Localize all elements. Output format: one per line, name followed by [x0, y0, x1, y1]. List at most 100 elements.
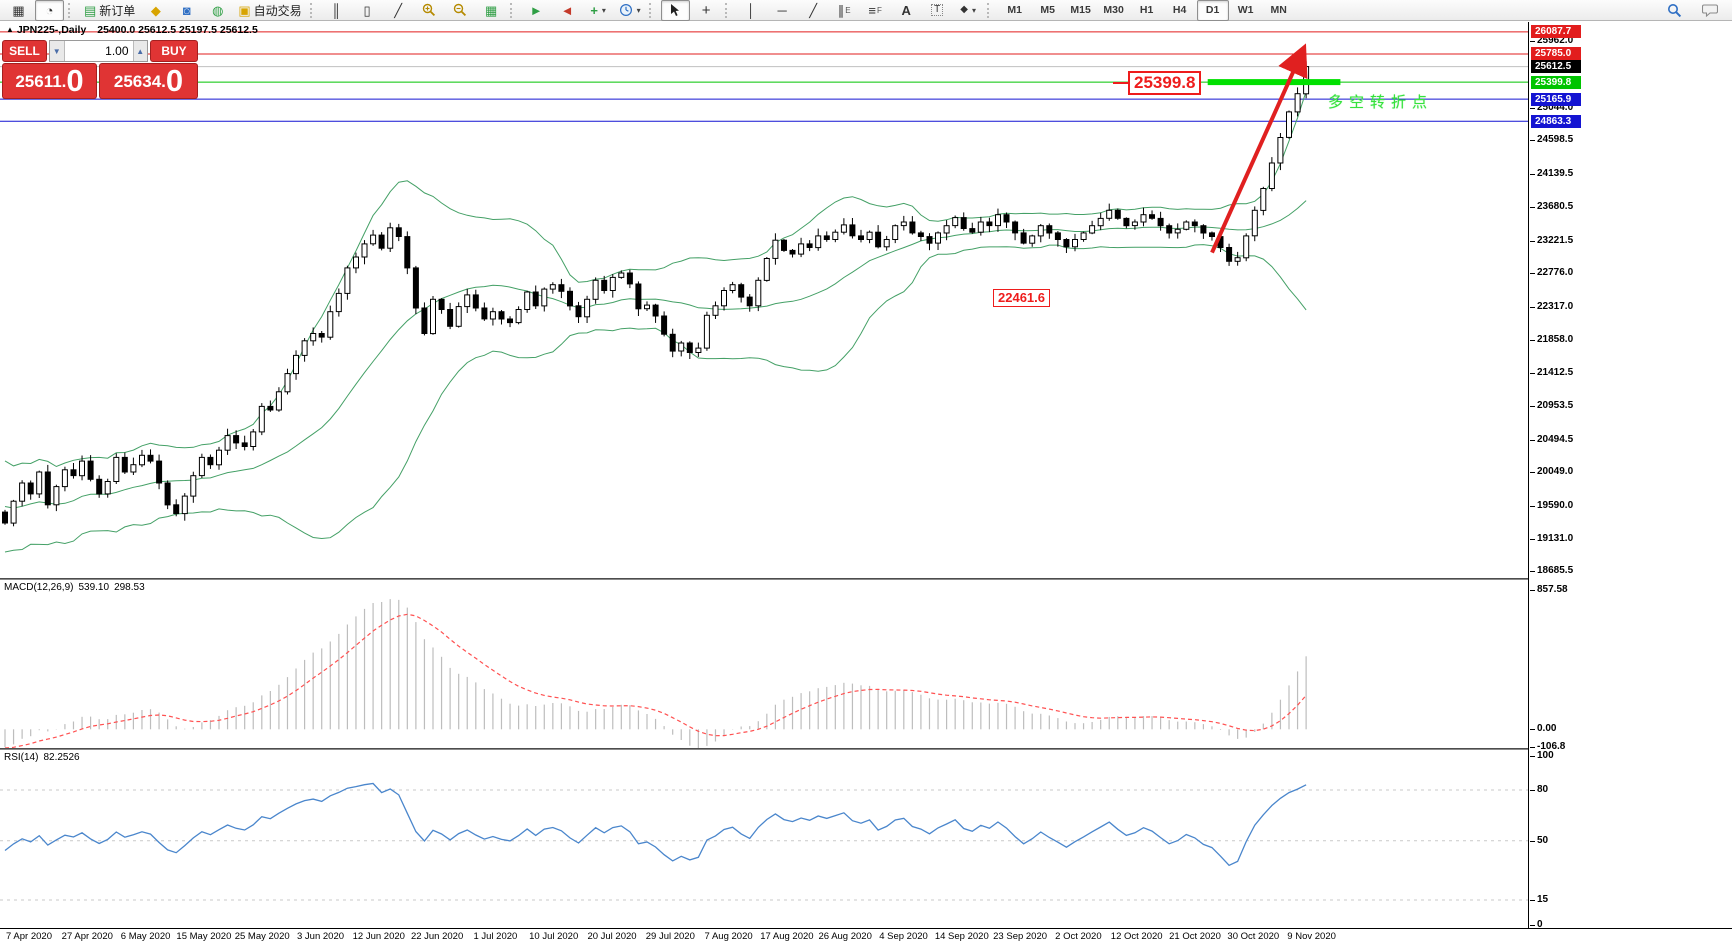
periods-button[interactable]: ▾ [615, 0, 645, 21]
new-chart-icon: ▦ [12, 2, 25, 18]
market-button[interactable]: ◙ [172, 0, 201, 21]
volume-input[interactable] [64, 41, 133, 61]
buy-button[interactable]: BUY [150, 40, 198, 62]
profiles-button[interactable]: ◔ [35, 0, 64, 21]
support-highlight-segment[interactable] [1207, 79, 1341, 86]
sell-button[interactable]: SELL [2, 40, 47, 62]
signals-button[interactable]: ◍ [203, 0, 232, 21]
candlestick-chart-button[interactable]: ▯ [353, 0, 382, 21]
price-level-badge: 25399.8 [1531, 75, 1581, 89]
date-label: 25 May 2020 [234, 931, 290, 942]
label-tool-button[interactable]: T [923, 0, 952, 21]
auto-scroll-button[interactable]: ► [522, 0, 551, 21]
shapes-tool-button[interactable]: ◆ ▾ [954, 0, 983, 21]
timeframe-button-MN[interactable]: MN [1270, 4, 1287, 16]
buy-price-display[interactable]: 25634. 0 [99, 63, 198, 99]
price-axis[interactable]: 25962.0 25044.0 24598.5 24139.5 23680.5 23221… [1528, 22, 1732, 931]
toolbar-grip [309, 2, 316, 18]
text-tool-button[interactable]: A [892, 0, 921, 21]
date-label: 27 Apr 2020 [61, 931, 113, 942]
channel-icon: ∥ [837, 2, 845, 18]
date-label: 3 Jun 2020 [296, 931, 345, 942]
chevron-down-icon: ▾ [601, 5, 606, 15]
trend-arrow[interactable] [1210, 43, 1308, 254]
price-level-badge: 25612.5 [1531, 60, 1581, 74]
support-level-callout[interactable]: 25399.8 [1112, 71, 1202, 95]
fibonacci-sub-label: F [876, 5, 882, 15]
autotrading-button[interactable]: ▣ 自动交易 [234, 0, 305, 21]
timeframe-group: M1 M5 M15 M30 H1 H4 D1 W1 MN [999, 0, 1295, 21]
new-order-button[interactable]: ▤ 新订单 [80, 0, 139, 21]
new-chart-button[interactable]: ▦ [4, 0, 33, 21]
timeframe-button-M15[interactable]: M15 [1070, 4, 1091, 16]
horizontal-line-icon: ─ [777, 2, 787, 18]
rsi-tick-label: 50 [1529, 834, 1549, 846]
fibonacci-tool-button[interactable]: ≡ F [861, 0, 890, 21]
vertical-line-tool-button[interactable]: │ [737, 0, 766, 21]
date-label: 21 Oct 2020 [1169, 931, 1221, 942]
toolbar-grip [648, 2, 655, 18]
timeframe-button-H4[interactable]: H4 [1172, 4, 1187, 16]
timeframe-button-M5[interactable]: M5 [1040, 4, 1055, 16]
trendline-icon: ╱ [809, 2, 818, 18]
zoom-out-button[interactable] [446, 0, 475, 21]
price-level-badge: 24863.3 [1531, 114, 1581, 128]
macd-main-value: 539.10 [78, 582, 110, 593]
low-price-callout[interactable]: 22461.6 [993, 289, 1050, 307]
volume-decrease-button[interactable]: ▼ [50, 41, 65, 61]
one-click-trading-panel: SELL ▼ ▲ BUY 25611.0 25634.0 [2, 40, 198, 99]
crosshair-tool-button[interactable]: + [692, 0, 721, 21]
collapse-triangle-icon[interactable]: ▲ [6, 25, 14, 34]
cursor-tool-button[interactable] [660, 0, 690, 21]
tile-windows-button[interactable]: ▦ [477, 0, 506, 21]
bar-chart-button[interactable]: ║ [322, 0, 351, 21]
line-chart-icon: ╱ [394, 2, 403, 18]
trendline-tool-button[interactable]: ╱ [799, 0, 828, 21]
triangle-up-icon: ▲ [136, 46, 145, 56]
rsi-chart-surface[interactable] [0, 750, 1528, 926]
search-button[interactable] [1660, 0, 1689, 21]
date-label: 17 Aug 2020 [760, 931, 814, 942]
trend-note-text[interactable]: 多空转折点 [1328, 94, 1434, 111]
pane-splitter-rsi[interactable] [0, 748, 1732, 750]
candlestick-chart-icon: ▯ [363, 2, 371, 18]
channel-tool-button[interactable]: ∥ E [830, 0, 859, 21]
rsi-tick-label: 0 [1530, 919, 1543, 931]
autotrading-label: 自动交易 [253, 3, 302, 18]
chevron-down-icon: ▾ [971, 5, 976, 15]
horizontal-line-tool-button[interactable]: ─ [768, 0, 797, 21]
metaeditor-button[interactable]: ◆ [141, 0, 170, 21]
indicators-button[interactable]: + ▾ [584, 0, 613, 21]
price-tick-label: 22317.0 [1529, 300, 1574, 312]
volume-increase-button[interactable]: ▲ [132, 41, 147, 61]
chat-button[interactable] [1695, 0, 1724, 21]
pane-splitter-macd[interactable] [0, 578, 1732, 580]
time-axis[interactable]: 7 Apr 2020 27 Apr 2020 6 May 2020 15 May 20… [0, 928, 1732, 945]
macd-chart-surface[interactable] [0, 580, 1528, 748]
price-tick-label: 22776.0 [1529, 267, 1574, 279]
chart-shift-button[interactable]: ◄ [553, 0, 582, 21]
chart-shift-icon: ◄ [560, 2, 574, 18]
sell-price-display[interactable]: 25611. 0 [2, 63, 97, 99]
chart-title: ▲ JPN225-,Daily 25400.0 25612.5 25197.5 … [6, 24, 258, 36]
date-label: 30 Oct 2020 [1227, 931, 1280, 942]
rsi-tick-label: 15 [1529, 894, 1549, 905]
price-chart-surface[interactable] [0, 22, 1528, 578]
timeframe-button-M1[interactable]: M1 [1007, 4, 1022, 16]
date-label: 15 May 2020 [176, 931, 232, 942]
shapes-icon: ◆ [960, 4, 968, 15]
timeframe-button-W1[interactable]: W1 [1237, 4, 1254, 16]
price-tick-label: 23221.5 [1529, 234, 1574, 246]
line-chart-button[interactable]: ╱ [384, 0, 413, 21]
timeframe-button-M30[interactable]: M30 [1103, 4, 1124, 16]
label-tool-icon: T [931, 4, 944, 16]
timeframe-button-H1[interactable]: H1 [1139, 4, 1154, 16]
vertical-line-icon: │ [747, 2, 756, 18]
cursor-icon [671, 4, 680, 16]
macd-tick-label: 0.00 [1529, 723, 1557, 735]
timeframe-button-D1[interactable]: D1 [1196, 0, 1229, 21]
macd-label: MACD(12,26,9) 539.10 298.53 [4, 582, 145, 593]
zoom-in-button[interactable] [415, 0, 444, 21]
chevron-down-icon: ▾ [636, 5, 641, 15]
chat-icon [1701, 4, 1718, 17]
